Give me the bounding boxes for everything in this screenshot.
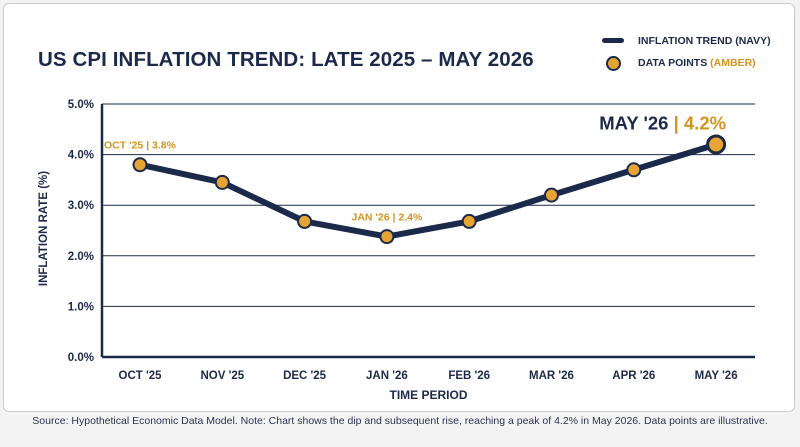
- data-point: [544, 187, 559, 203]
- legend-dot-swatch: [606, 56, 621, 71]
- x-axis-title: TIME PERIOD: [389, 388, 467, 402]
- data-point: [706, 134, 727, 155]
- x-tick-label: FEB '26: [448, 370, 490, 382]
- series-line-inflation-trend: [137, 141, 720, 240]
- y-tick-label: 4.0%: [68, 150, 94, 162]
- peak-separator: |: [668, 112, 683, 133]
- peak-annotation: MAY '26 | 4.2%: [599, 112, 726, 133]
- chart-footnote: Source: Hypothetical Economic Data Model…: [32, 415, 768, 427]
- x-tick-label: DEC '25: [283, 370, 327, 382]
- peak-label: MAY '26: [599, 112, 668, 133]
- y-tick-label: 3.0%: [68, 200, 94, 212]
- data-point: [297, 213, 313, 229]
- x-tick-label: MAR '26: [529, 370, 574, 382]
- legend-line-swatch: [602, 38, 624, 43]
- y-tick-label: 0.0%: [68, 352, 94, 364]
- x-tick-label: JAN '26: [366, 370, 408, 382]
- data-point: [214, 174, 230, 190]
- legend-label-trend: INFLATION TREND (NAVY): [638, 35, 771, 47]
- data-point: [132, 157, 148, 173]
- x-tick-label: APR '26: [612, 370, 655, 382]
- y-tick-label: 1.0%: [68, 301, 94, 313]
- chart-title: US CPI INFLATION TREND: LATE 2025 – MAY …: [38, 48, 534, 71]
- x-tick-label: NOV '25: [200, 370, 244, 382]
- peak-value: 4.2%: [684, 112, 726, 133]
- legend-label-points-suffix: (AMBER): [710, 57, 756, 69]
- y-axis-title: INFLATION RATE (%): [38, 171, 50, 286]
- data-point: [379, 229, 395, 245]
- data-label: JAN '26 | 2.4%: [351, 212, 422, 224]
- x-tick-label: OCT '25: [119, 370, 163, 382]
- y-tick-label: 5.0%: [68, 99, 94, 111]
- legend-label-points: DATA POINTS: [638, 57, 708, 69]
- chart-card: [3, 3, 795, 412]
- data-label: OCT '25 | 3.8%: [104, 140, 177, 152]
- data-point: [626, 162, 642, 178]
- y-tick-label: 2.0%: [68, 251, 94, 263]
- x-tick-label: MAY '26: [695, 370, 738, 382]
- data-point: [461, 213, 477, 229]
